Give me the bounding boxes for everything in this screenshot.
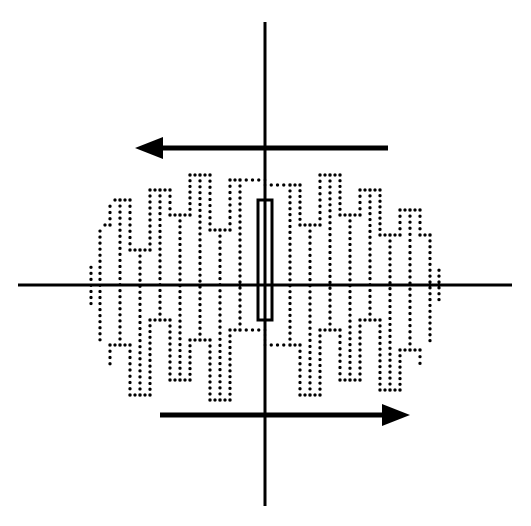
diagram-svg xyxy=(0,0,531,526)
arrow-right xyxy=(160,404,410,426)
diagram-container xyxy=(0,0,531,526)
arrow-left xyxy=(135,137,388,159)
